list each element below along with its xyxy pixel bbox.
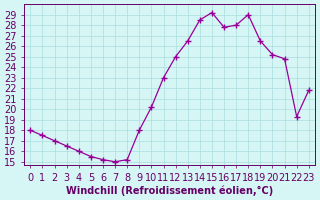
X-axis label: Windchill (Refroidissement éolien,°C): Windchill (Refroidissement éolien,°C) [66, 185, 273, 196]
